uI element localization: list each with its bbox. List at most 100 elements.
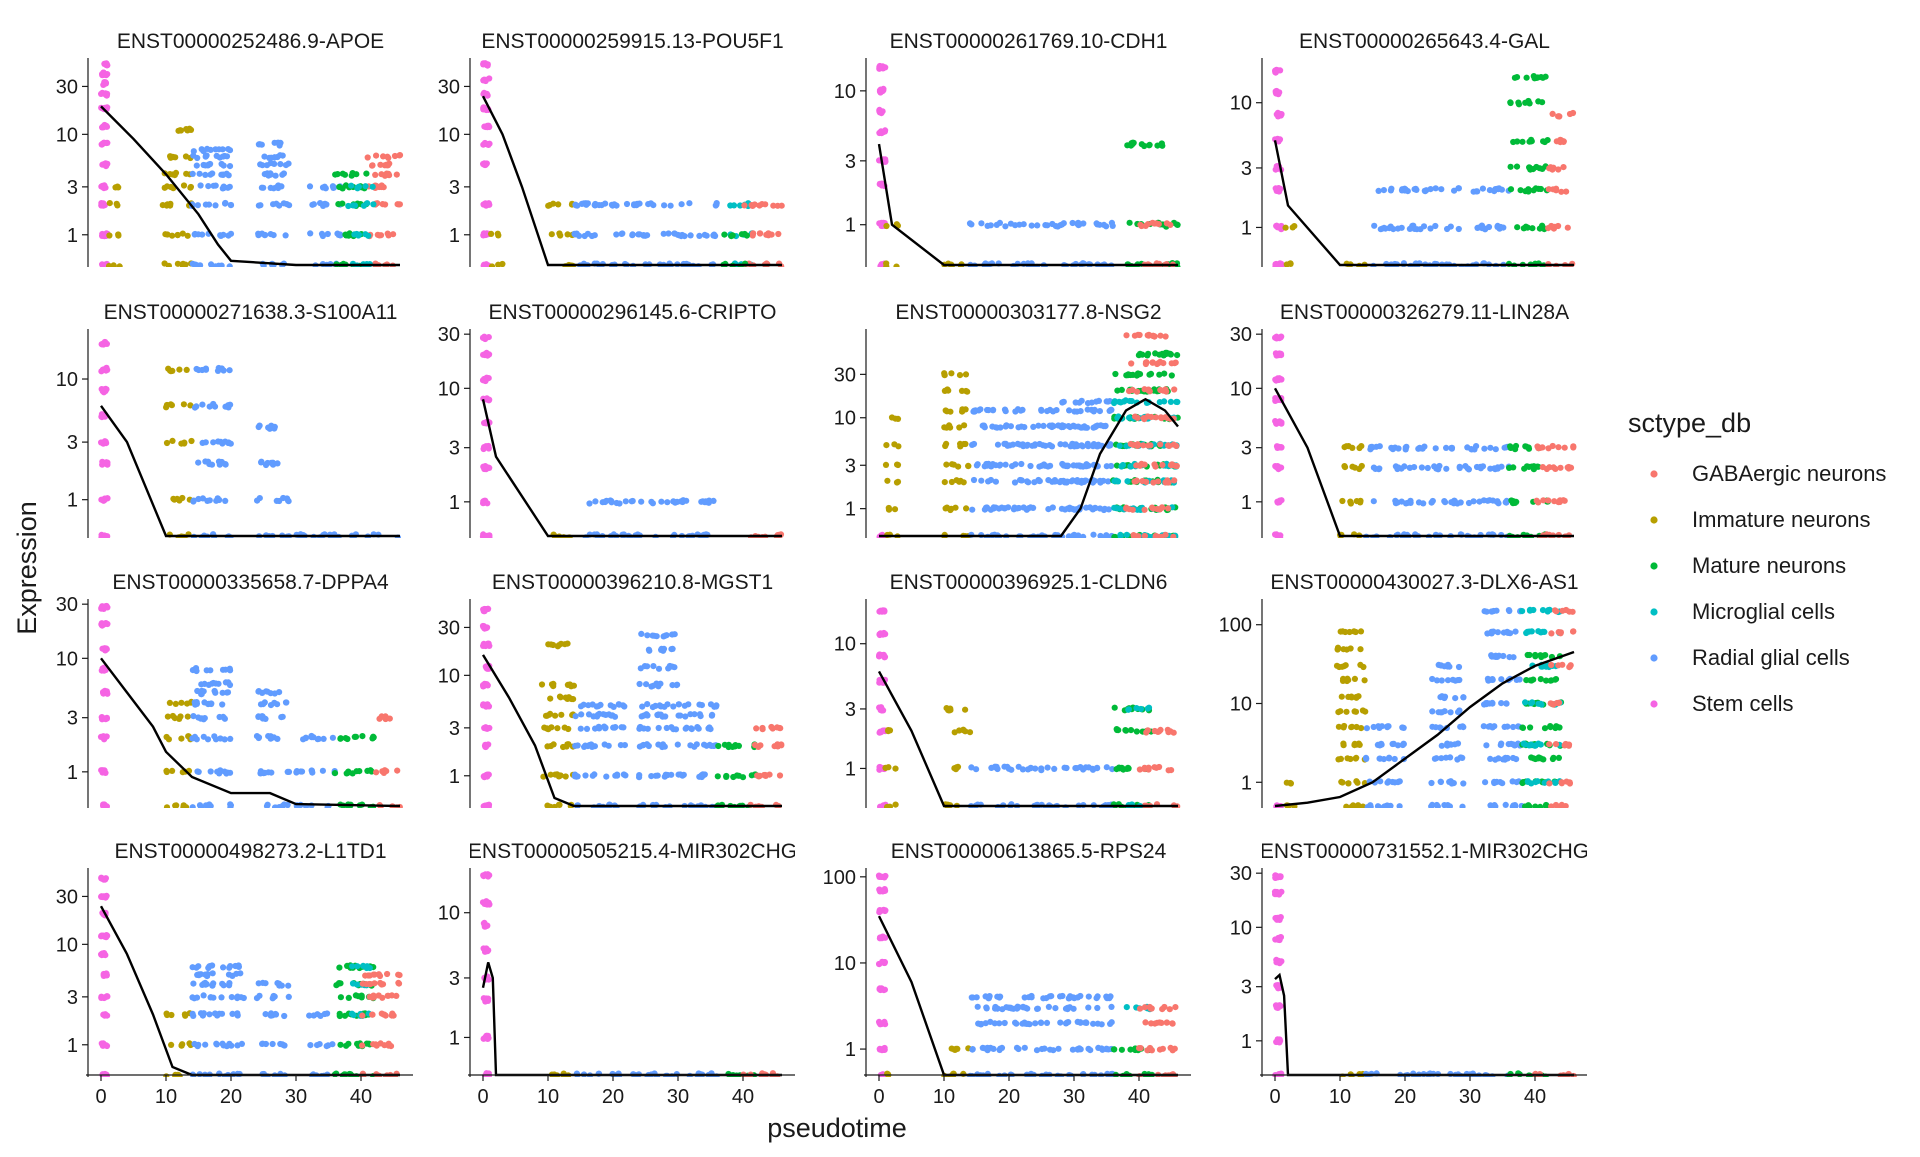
data-point-immature-neurons [1291,223,1297,229]
data-point-radial-glial-cells [1429,724,1435,730]
data-point-mature-neurons [1552,677,1558,683]
data-point-radial-glial-cells [1077,463,1083,469]
y-tick-label: 10 [56,369,78,391]
data-point-radial-glial-cells [268,770,274,776]
data-point-radial-glial-cells [1379,723,1385,729]
data-point-radial-glial-cells [269,424,275,430]
data-point-mature-neurons [1119,387,1125,393]
data-point-radial-glial-cells [1491,780,1497,786]
data-point-gabaergic-neurons [376,992,382,998]
data-point-radial-glial-cells [1110,223,1116,229]
data-point-mature-neurons [736,743,742,749]
data-point-immature-neurons [164,201,170,207]
panel-title: ENST00000613865.5-RPS24 [891,840,1167,863]
data-point-mature-neurons [1139,141,1145,147]
y-tick-label: 1 [1241,772,1252,794]
data-point-radial-glial-cells [657,681,663,687]
data-point-gabaergic-neurons [772,743,778,749]
data-point-gabaergic-neurons [384,162,390,168]
data-point-radial-glial-cells [227,770,233,776]
data-point-gabaergic-neurons [386,232,392,238]
data-point-mature-neurons [1526,652,1532,658]
data-point-radial-glial-cells [256,424,262,430]
data-point-radial-glial-cells [1506,741,1512,747]
data-point-immature-neurons [106,232,112,238]
data-point-gabaergic-neurons [1159,462,1165,468]
data-point-radial-glial-cells [1403,446,1409,452]
data-point-immature-neurons [942,479,948,485]
data-point-mature-neurons [1532,804,1538,810]
data-point-radial-glial-cells [572,231,578,237]
data-point-mature-neurons [346,995,352,1001]
data-point-gabaergic-neurons [1548,662,1554,668]
data-point-radial-glial-cells [205,162,211,168]
data-point-radial-glial-cells [1388,186,1394,192]
data-point-microglial-cells [1168,399,1174,405]
data-point-radial-glial-cells [192,734,198,740]
data-point-radial-glial-cells [222,736,228,742]
data-point-radial-glial-cells [220,185,226,191]
data-point-mature-neurons [337,1042,343,1048]
data-point-radial-glial-cells [203,154,209,160]
data-point-radial-glial-cells [1487,187,1493,193]
data-point-radial-glial-cells [223,462,229,468]
data-point-radial-glial-cells [661,231,667,237]
data-point-radial-glial-cells [198,681,204,687]
data-point-mature-neurons [344,736,350,742]
data-point-mature-neurons [1112,705,1118,711]
data-point-gabaergic-neurons [1166,767,1172,773]
data-point-radial-glial-cells [227,163,233,169]
data-point-stem-cells [104,691,110,697]
panel-title: ENST00000303177.8-NSG2 [895,301,1161,324]
data-point-radial-glial-cells [1503,802,1509,808]
data-point-stem-cells [1278,419,1284,425]
data-point-radial-glial-cells [283,162,289,168]
data-point-microglial-cells [354,963,360,969]
data-point-radial-glial-cells [1458,499,1464,505]
data-point-stem-cells [101,388,107,394]
data-point-radial-glial-cells [224,1043,230,1049]
data-point-gabaergic-neurons [1150,333,1156,339]
data-point-immature-neurons [179,495,185,501]
data-point-immature-neurons [117,263,123,269]
data-point-radial-glial-cells [641,712,647,718]
data-point-radial-glial-cells [1480,463,1486,469]
data-point-radial-glial-cells [201,992,207,998]
data-point-radial-glial-cells [1466,466,1472,472]
data-point-radial-glial-cells [613,231,619,237]
data-point-radial-glial-cells [219,701,225,707]
data-point-microglial-cells [1528,741,1534,747]
data-point-immature-neurons [889,414,895,420]
data-point-radial-glial-cells [227,736,233,742]
data-point-stem-cells [1278,444,1284,450]
data-point-radial-glial-cells [973,766,979,772]
data-point-gabaergic-neurons [1157,506,1163,512]
data-point-radial-glial-cells [1493,653,1499,659]
data-point-stem-cells [483,901,489,907]
y-tick-label: 1 [67,225,78,247]
data-point-radial-glial-cells [196,972,202,978]
data-point-stem-cells [879,1021,885,1027]
data-point-immature-neurons [166,263,172,269]
data-point-microglial-cells [1522,699,1528,705]
data-point-radial-glial-cells [283,232,289,238]
data-point-gabaergic-neurons [359,1013,365,1019]
data-point-radial-glial-cells [1456,664,1462,670]
data-point-immature-neurons [555,643,561,649]
data-point-radial-glial-cells [208,700,214,706]
data-point-immature-neurons [895,416,901,422]
data-point-radial-glial-cells [1430,498,1436,504]
data-point-microglial-cells [356,184,362,190]
data-point-stem-cells [876,705,882,711]
data-point-radial-glial-cells [195,714,201,720]
data-point-gabaergic-neurons [1558,189,1564,195]
data-point-mature-neurons [356,768,362,774]
data-point-radial-glial-cells [696,233,702,239]
data-point-gabaergic-neurons [763,773,769,779]
data-point-radial-glial-cells [589,233,595,239]
data-point-radial-glial-cells [229,973,235,979]
data-point-gabaergic-neurons [1157,333,1163,339]
data-point-radial-glial-cells [274,498,280,504]
data-point-stem-cells [1276,350,1282,356]
